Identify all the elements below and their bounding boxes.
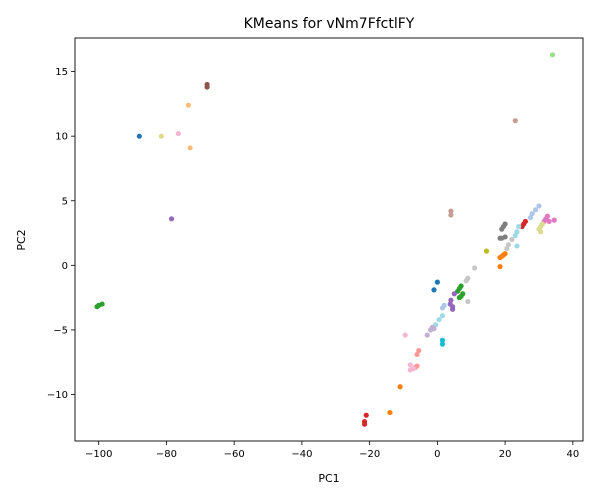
y-tick-label: 10	[55, 132, 68, 143]
data-point	[411, 366, 417, 372]
x-tick-label: 0	[434, 449, 440, 460]
data-point	[463, 278, 469, 284]
data-point	[516, 223, 522, 230]
data-point	[509, 236, 515, 243]
data-point	[424, 332, 430, 338]
x-tick-label: 20	[499, 449, 512, 460]
data-point	[363, 412, 369, 418]
data-point	[532, 207, 539, 213]
data-point	[514, 243, 520, 249]
data-point	[448, 212, 454, 218]
x-axis-label: PC1	[318, 472, 339, 485]
data-point	[387, 409, 393, 416]
y-tick-label: −5	[53, 325, 68, 336]
data-point	[99, 301, 105, 307]
data-point	[431, 326, 437, 332]
data-point	[361, 421, 368, 427]
data-point	[527, 214, 534, 221]
data-point	[504, 245, 510, 252]
chart-title: KMeans for vNm7FfctlFY	[244, 16, 415, 32]
x-tick-label: −20	[359, 449, 380, 460]
data-point	[439, 337, 446, 343]
data-point	[512, 118, 518, 124]
data-point	[187, 145, 193, 151]
data-point	[416, 347, 422, 354]
y-axis: −10 −5 0 5 10 15	[47, 67, 75, 401]
data-point	[472, 265, 478, 271]
data-point	[497, 235, 503, 241]
data-point	[439, 313, 446, 319]
data-point	[546, 218, 552, 225]
x-tick-label: 40	[566, 449, 579, 460]
data-point	[499, 226, 505, 232]
data-point	[551, 217, 557, 223]
data-point	[397, 384, 403, 390]
data-point	[436, 316, 442, 323]
data-point	[448, 208, 454, 214]
data-point	[514, 229, 520, 235]
data-point	[439, 341, 446, 347]
x-tick-label: −80	[156, 449, 177, 460]
data-point	[512, 233, 518, 239]
y-tick-label: 5	[62, 196, 68, 207]
x-axis: −100 −80 −60 −40 −20 0 20 40	[85, 441, 579, 460]
points-layer	[94, 52, 557, 427]
data-point	[448, 297, 454, 303]
data-point	[136, 133, 142, 139]
data-point	[539, 221, 545, 227]
data-point	[456, 295, 462, 301]
data-point	[431, 287, 437, 293]
x-tick-label: −60	[224, 449, 245, 460]
data-point	[549, 52, 556, 58]
data-point	[158, 133, 164, 139]
plot-frame	[74, 37, 584, 442]
data-point	[175, 130, 181, 137]
data-point	[414, 351, 420, 358]
data-point	[536, 203, 542, 209]
data-point	[465, 298, 471, 305]
data-point	[439, 305, 446, 311]
data-point	[407, 362, 413, 368]
y-tick-label: 15	[55, 67, 68, 78]
data-point	[168, 216, 175, 222]
data-point	[483, 248, 490, 254]
data-point	[402, 332, 408, 338]
y-axis-label: PC2	[15, 229, 28, 250]
x-tick-label: −100	[85, 449, 112, 460]
data-point	[185, 102, 192, 108]
data-point	[538, 229, 544, 235]
data-point	[204, 84, 210, 90]
data-point	[451, 291, 457, 297]
data-point	[497, 254, 503, 261]
x-tick-label: −40	[291, 449, 312, 460]
y-tick-label: −10	[47, 390, 68, 401]
data-point	[434, 279, 440, 285]
y-tick-label: 0	[62, 261, 68, 272]
data-point	[497, 264, 503, 270]
data-point	[450, 306, 456, 312]
